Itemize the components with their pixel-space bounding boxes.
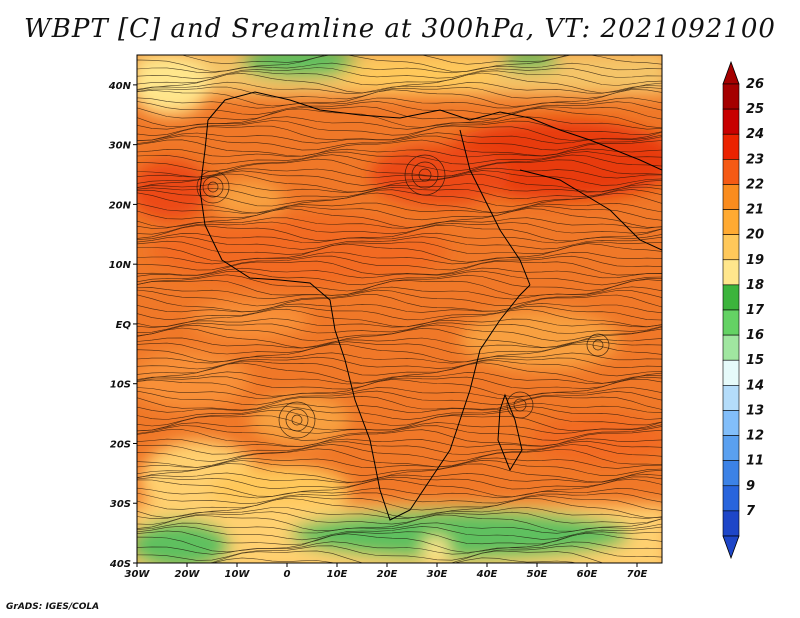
coastlines bbox=[199, 91, 662, 521]
lon-tick-label: 30E bbox=[427, 569, 448, 580]
colorbar-label: 22 bbox=[746, 177, 764, 192]
lat-tick-label: 20N bbox=[109, 200, 132, 211]
colorbar-label: 7 bbox=[746, 504, 756, 519]
colorbar-label: 13 bbox=[746, 403, 764, 418]
lat-tick-label: EQ bbox=[116, 320, 132, 331]
lat-tick-label: 40N bbox=[108, 81, 132, 92]
lon-tick-label: 50E bbox=[527, 569, 548, 580]
colorbar-label: 25 bbox=[746, 102, 764, 117]
colorbar-top-arrow bbox=[722, 60, 740, 85]
colorbar-swatch bbox=[722, 510, 740, 537]
lon-tick-label: 60E bbox=[577, 569, 598, 580]
colorbar-swatch bbox=[722, 259, 740, 286]
colorbar-swatch bbox=[722, 485, 740, 512]
colorbar-label: 12 bbox=[746, 429, 764, 444]
plot-frame bbox=[136, 54, 663, 564]
colorbar-swatch bbox=[722, 309, 740, 336]
grads-credit: GrADS: IGES/COLA bbox=[6, 602, 100, 612]
lon-tick-label: 30W bbox=[125, 569, 151, 580]
lat-tick-label: 20S bbox=[110, 439, 131, 450]
colorbar-label: 17 bbox=[746, 303, 765, 318]
lat-tick-label: 30N bbox=[109, 141, 132, 152]
latitude-axis: 40N 30N 20N 10N EQ 10S 20S 30S 40S bbox=[108, 81, 137, 570]
colorbar-swatch bbox=[722, 359, 740, 386]
lat-tick-label: 10S bbox=[110, 380, 131, 391]
colorbar-swatch bbox=[722, 410, 740, 436]
colorbar-swatch bbox=[722, 108, 740, 135]
colorbar-label: 20 bbox=[746, 228, 764, 243]
temperature-field bbox=[137, 55, 662, 563]
colorbar-swatch bbox=[722, 83, 740, 110]
colorbar-label: 16 bbox=[746, 328, 764, 343]
lon-tick-label: 70E bbox=[627, 569, 648, 580]
colorbar-label: 14 bbox=[746, 378, 764, 393]
colorbar: 26 25 24 23 22 21 20 19 18 17 16 15 14 13 12 11 9 7 bbox=[722, 60, 765, 560]
colorbar-label: 23 bbox=[746, 152, 764, 167]
colorbar-swatch bbox=[722, 284, 740, 311]
lon-tick-label: 40E bbox=[476, 569, 498, 580]
colorbar-swatch bbox=[722, 460, 740, 487]
colorbar-label: 19 bbox=[746, 253, 764, 268]
colorbar-swatch bbox=[722, 133, 740, 160]
lon-tick-label: 0 bbox=[284, 569, 291, 580]
colorbar-swatch bbox=[722, 234, 740, 261]
longitude-axis: 30W 20W 10W 0 10E 20E 30E 40E 50E 60E 70E bbox=[125, 563, 648, 580]
colorbar-swatch bbox=[722, 209, 740, 235]
colorbar-label: 18 bbox=[746, 278, 764, 293]
colorbar-swatch bbox=[722, 334, 740, 361]
colorbar-swatch bbox=[722, 385, 740, 411]
colorbar-label: 26 bbox=[746, 77, 764, 92]
lon-tick-label: 10E bbox=[327, 569, 348, 580]
colorbar-label: 11 bbox=[746, 454, 764, 469]
colorbar-label: 9 bbox=[746, 479, 755, 494]
lon-tick-label: 20W bbox=[175, 569, 201, 580]
colorbar-swatch bbox=[722, 184, 740, 210]
streamlines bbox=[137, 55, 662, 563]
lon-tick-label: 20E bbox=[377, 569, 398, 580]
lon-tick-label: 10W bbox=[225, 569, 251, 580]
colorbar-label: 15 bbox=[746, 353, 764, 368]
colorbar-label: 21 bbox=[746, 203, 764, 218]
lat-tick-label: 40S bbox=[109, 559, 131, 570]
lat-tick-label: 10N bbox=[109, 260, 132, 271]
colorbar-swatch bbox=[722, 159, 740, 185]
chart-title: WBPT [C] and Sreamline at 300hPa, VT: 20… bbox=[24, 14, 776, 44]
colorbar-label: 24 bbox=[746, 127, 764, 142]
colorbar-bottom-arrow bbox=[722, 535, 740, 560]
colorbar-swatch bbox=[722, 435, 740, 461]
lat-tick-label: 30S bbox=[110, 499, 131, 510]
vortex-markers bbox=[196, 154, 610, 439]
